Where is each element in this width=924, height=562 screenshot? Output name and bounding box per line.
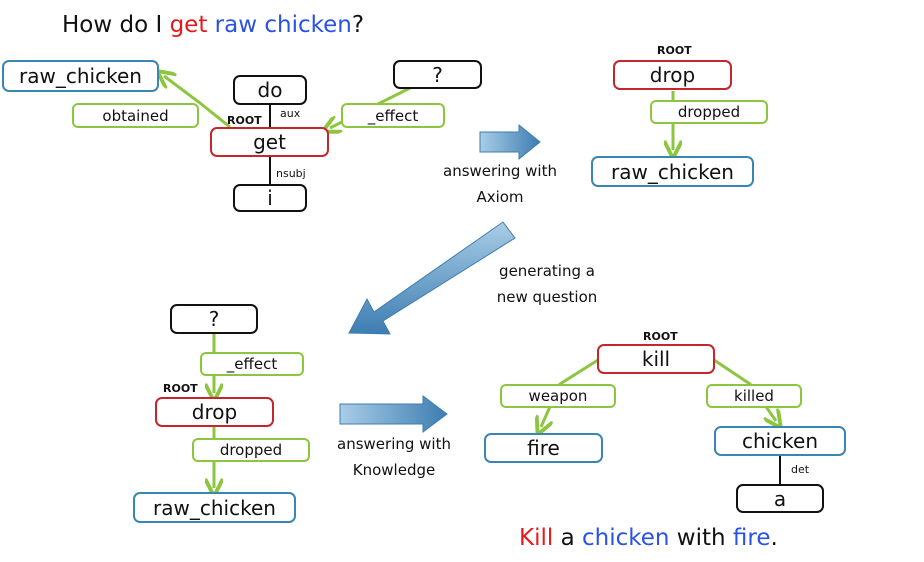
node-raw-chicken-1: raw_chicken [2,60,159,92]
caption-generating-question: generating a new question [477,258,617,310]
edge-killed: killed [706,384,802,408]
caption-answering-knowledge: answering with Knowledge [324,431,464,483]
answer-chicken: chicken [581,525,670,551]
label-aux: aux [280,107,301,120]
title-suffix: ? [351,12,365,38]
root-label-3: ROOT [163,382,198,395]
caption-axiom-line1: answering with [443,162,557,180]
node-raw-chicken-2: raw_chicken [591,156,754,187]
caption-axiom-line2: Axiom [476,188,524,206]
node-do: do [233,75,307,105]
question-title: How do I get raw chicken? [62,12,364,38]
edge-effect-1: _effect [341,103,445,128]
edge-dropped-2: dropped [650,100,768,124]
root-label-2: ROOT [657,44,692,57]
edge-obtained: obtained [72,103,199,128]
answer-a: a [553,525,582,551]
arrow-answering-knowledge [339,395,448,433]
caption-question-line1: generating a [499,262,595,280]
obtained-connector [164,76,231,129]
edge-effect-3: _effect [200,352,304,376]
node-drop-3: drop [155,397,274,427]
edge-dropped-3: dropped [192,438,310,462]
caption-knowledge-line1: answering with [337,435,451,453]
root-label-1: ROOT [227,114,262,127]
root-label-4: ROOT [643,330,678,343]
edge-weapon: weapon [500,384,616,408]
node-drop-2: drop [613,60,732,90]
answer-with: with [669,525,733,551]
title-space [207,12,214,38]
caption-question-line2: new question [496,288,598,306]
node-get: get [210,127,329,157]
node-fire: fire [484,433,603,463]
label-det: det [791,463,810,476]
answer-fire: fire [732,525,771,551]
caption-knowledge-line2: Knowledge [352,461,436,479]
label-nsubj: nsubj [276,167,306,180]
answer-period: . [770,525,778,551]
node-raw-chicken-3: raw_chicken [133,492,296,523]
node-a: a [736,484,824,513]
node-question-3: ? [170,304,258,334]
caption-answering-axiom: answering with Axiom [432,158,568,210]
title-verb: get [169,12,208,38]
title-object: raw chicken [214,12,352,38]
arrow-answering-axiom [479,123,541,161]
node-chicken: chicken [714,426,846,456]
node-i: i [233,184,307,212]
answer-sentence: Kill a chicken with fire. [519,525,778,551]
node-question-1: ? [393,60,482,89]
node-kill: kill [597,344,715,374]
arrow-generating-question [348,221,516,335]
answer-kill: Kill [519,525,554,551]
title-prefix: How do I [62,12,170,38]
graph4-connectors [541,358,780,484]
